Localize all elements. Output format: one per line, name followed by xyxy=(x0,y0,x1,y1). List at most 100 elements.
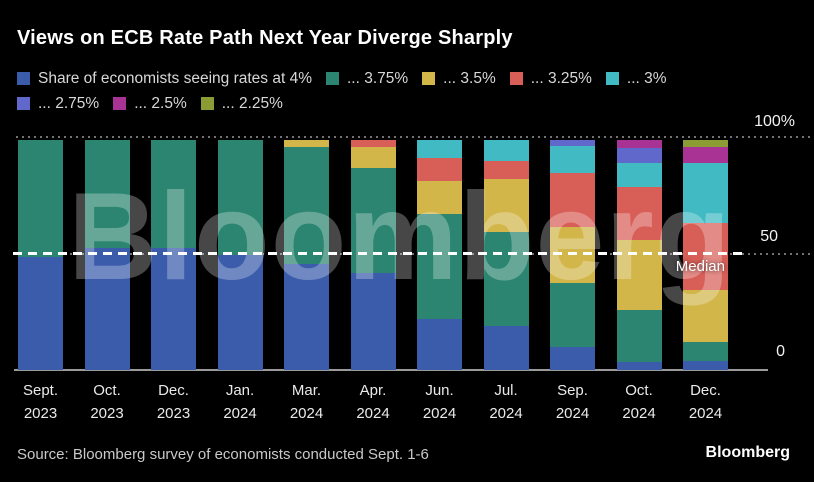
bar-segment-3- xyxy=(683,163,728,223)
bar-segment-3- xyxy=(483,140,529,161)
legend-label: ... 3.5% xyxy=(443,69,496,87)
legend-item-3-25-: ... 3.25% xyxy=(509,69,592,88)
bar-segment-2-75- xyxy=(550,140,595,146)
bar-jan-2024 xyxy=(217,140,263,370)
legend-swatch-icon xyxy=(113,97,127,110)
bar-segment-3-75- xyxy=(284,146,329,265)
bar-segment-3-5- xyxy=(284,140,329,147)
x-label-sept-2023: Sept. 2023 xyxy=(22,382,59,422)
bar-segment-4- xyxy=(217,255,263,370)
legend-swatch-icon xyxy=(325,72,339,85)
bar-segment-4- xyxy=(84,248,130,370)
legend-label: ... 2.75% xyxy=(38,94,100,112)
bar-oct-2023 xyxy=(84,140,130,370)
x-label-oct-2023: Oct. 2023 xyxy=(90,382,124,422)
legend-label: ... 2.5% xyxy=(134,94,187,112)
bar-segment-3-75- xyxy=(217,140,263,255)
legend-item-3-75-: ... 3.75% xyxy=(325,69,409,88)
legend-label: ... 3.25% xyxy=(530,69,592,87)
legend-swatch-icon xyxy=(17,97,30,110)
legend-label: ... 3.75% xyxy=(346,69,409,87)
bar-sept-2023 xyxy=(18,140,63,370)
x-axis-line xyxy=(14,369,768,371)
bar-segment-4- xyxy=(18,257,63,370)
x-label-mar-2024: Mar. 2024 xyxy=(289,382,324,422)
bar-segment-4- xyxy=(483,326,529,370)
y-tick-100: 100% xyxy=(754,113,795,130)
chart-title: Views on ECB Rate Path Next Year Diverge… xyxy=(17,27,513,49)
bloomberg-logo: Bloomberg xyxy=(705,444,790,461)
bar-jul-2024 xyxy=(483,140,529,370)
bar-segment-4- xyxy=(683,360,728,370)
legend-label: ... 2.25% xyxy=(221,94,283,112)
bar-sep-2024 xyxy=(550,140,595,370)
bar-segment-3-75- xyxy=(483,232,529,327)
legend-swatch-icon xyxy=(422,72,436,85)
bar-segment-4- xyxy=(151,248,196,370)
bar-segment-3-75- xyxy=(683,342,728,361)
legend-item-2-25-: ... 2.25% xyxy=(200,94,283,113)
source-note: Source: Bloomberg survey of economists c… xyxy=(17,446,429,463)
legend-swatch-icon xyxy=(605,72,619,85)
y-tick-50: 50 xyxy=(760,228,778,245)
legend-swatch-icon xyxy=(200,97,214,110)
x-label-jan-2024: Jan. 2024 xyxy=(223,382,257,422)
bar-segment-3-75- xyxy=(417,213,462,320)
bar-segment-3-25- xyxy=(683,222,728,290)
bar-segment-3-75- xyxy=(18,140,63,258)
legend: Share of economists seeing rates at 4%..… xyxy=(17,66,667,116)
bar-segment-3-75- xyxy=(550,282,595,347)
x-label-sep-2024: Sep. 2024 xyxy=(555,382,590,422)
bar-dec-2024 xyxy=(683,140,728,370)
bar-segment-3-5- xyxy=(550,227,595,283)
gridline-100 xyxy=(16,136,810,138)
bar-segment-3-25- xyxy=(616,187,662,241)
x-label-jul-2024: Jul. 2024 xyxy=(489,382,523,422)
bar-segment-3-25- xyxy=(350,140,396,147)
bar-segment-3- xyxy=(417,140,462,159)
median-label: Median xyxy=(675,258,725,275)
bar-segment-2-75- xyxy=(616,148,662,163)
bar-segment-4- xyxy=(417,319,462,370)
bar-segment-3- xyxy=(616,163,662,188)
bar-segment-3-5- xyxy=(350,146,396,168)
bar-segment-2-5- xyxy=(616,140,662,149)
bar-jun-2024 xyxy=(417,140,462,370)
bar-segment-3-25- xyxy=(550,173,595,228)
bar-oct-2024 xyxy=(616,140,662,370)
x-label-dec-2024: Dec. 2024 xyxy=(688,382,723,422)
bar-dec-2023 xyxy=(151,140,196,370)
legend-item-4-: Share of economists seeing rates at 4% xyxy=(17,70,312,88)
bar-segment-4- xyxy=(284,264,329,370)
legend-swatch-icon xyxy=(17,72,30,85)
legend-label: ... 3% xyxy=(626,69,667,87)
bar-segment-3-75- xyxy=(84,140,130,249)
bar-segment-3-5- xyxy=(483,179,529,232)
bar-segment-3-75- xyxy=(350,167,396,274)
bar-segment-2-5- xyxy=(683,146,728,163)
legend-item-3-5-: ... 3.5% xyxy=(422,70,496,88)
legend-label: Share of economists seeing rates at 4% xyxy=(38,69,312,87)
x-label-apr-2024: Apr. 2024 xyxy=(356,382,390,422)
bar-segment-3-5- xyxy=(417,181,462,214)
bar-segment-3- xyxy=(550,145,595,174)
bar-segment-3-25- xyxy=(483,160,529,180)
legend-item-2-75-: ... 2.75% xyxy=(17,95,99,113)
bar-segment-3-5- xyxy=(683,289,728,343)
bar-mar-2024 xyxy=(284,140,329,370)
legend-item-2-5-: ... 2.5% xyxy=(113,95,187,113)
x-label-dec-2023: Dec. 2023 xyxy=(156,382,191,422)
bar-segment-4- xyxy=(550,347,595,370)
x-label-oct-2024: Oct. 2024 xyxy=(622,382,656,422)
bar-segment-3-25- xyxy=(417,158,462,182)
y-tick-0: 0 xyxy=(776,343,785,360)
legend-swatch-icon xyxy=(509,72,523,85)
bar-segment-4- xyxy=(616,361,662,370)
bar-segment-3-75- xyxy=(151,140,196,249)
bar-segment-3-75- xyxy=(616,310,662,362)
median-line xyxy=(13,252,746,255)
bar-apr-2024 xyxy=(350,140,396,370)
bar-segment-4- xyxy=(350,273,396,370)
bar-segment-3-5- xyxy=(616,240,662,311)
